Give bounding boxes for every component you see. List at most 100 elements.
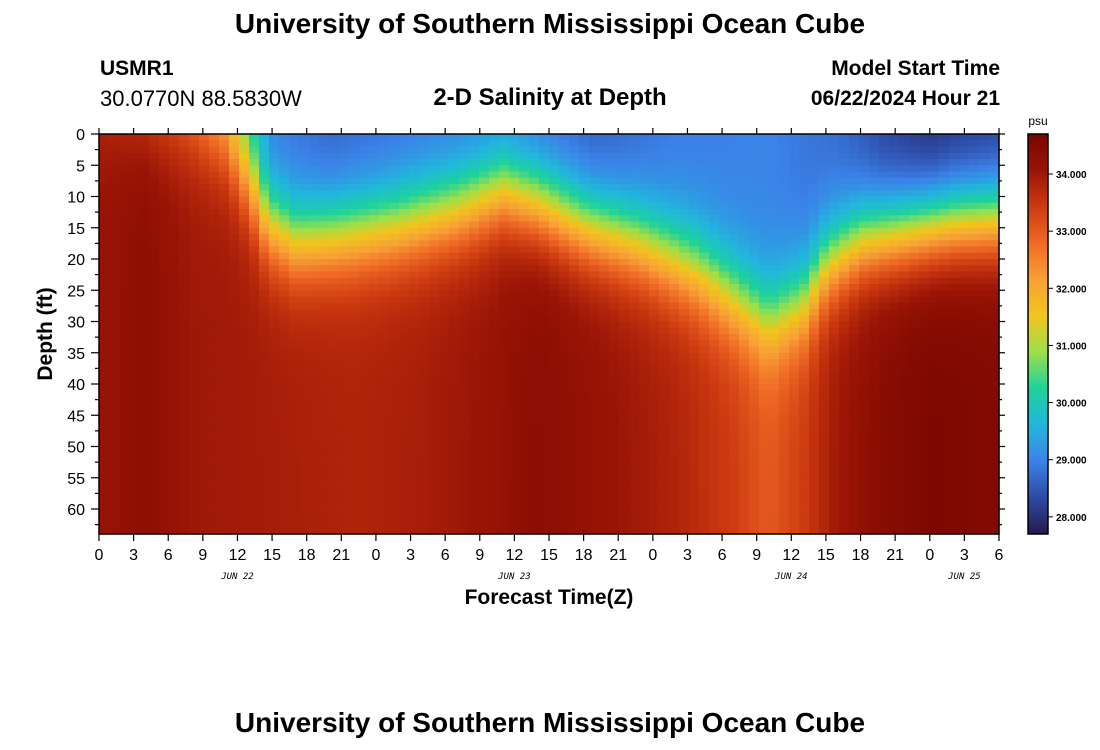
heatmap-cell — [389, 196, 400, 204]
heatmap-cell — [439, 309, 450, 316]
heatmap-cell — [679, 184, 690, 191]
heatmap-cell — [329, 490, 340, 498]
heatmap-cell — [169, 509, 180, 516]
heatmap-cell — [469, 321, 480, 329]
heatmap-cell — [129, 184, 140, 191]
heatmap-cell — [119, 340, 130, 348]
heatmap-cell — [499, 434, 510, 441]
heatmap-cell — [719, 265, 730, 273]
heatmap-cell — [559, 252, 570, 260]
heatmap-cell — [159, 315, 170, 323]
heatmap-cell — [719, 502, 730, 510]
heatmap-cell — [689, 159, 700, 166]
heatmap-cell — [99, 165, 110, 173]
heatmap-cell — [739, 215, 750, 223]
heatmap-cell — [359, 277, 370, 285]
heatmap-cell — [449, 521, 460, 529]
heatmap-cell — [579, 452, 590, 460]
heatmap-cell — [289, 515, 300, 523]
heatmap-cell — [239, 246, 250, 254]
heatmap-cell — [359, 334, 370, 341]
heatmap-cell — [759, 196, 770, 204]
heatmap-cell — [779, 284, 790, 291]
heatmap-cell — [259, 277, 270, 285]
heatmap-cell — [379, 484, 390, 491]
heatmap-cell — [189, 196, 200, 204]
heatmap-cell — [759, 265, 770, 273]
heatmap-cell — [299, 184, 310, 191]
heatmap-cell — [459, 140, 470, 148]
heatmap-cell — [609, 409, 620, 416]
heatmap-cell — [109, 402, 120, 410]
heatmap-cell — [759, 440, 770, 448]
heatmap-cell — [219, 302, 230, 310]
heatmap-cell — [789, 327, 800, 335]
heatmap-cell — [389, 490, 400, 498]
heatmap-cell — [769, 340, 780, 348]
heatmap-cell — [839, 496, 850, 504]
heatmap-cell — [529, 365, 540, 373]
heatmap-cell — [649, 390, 660, 398]
heatmap-cell — [819, 371, 830, 379]
heatmap-cell — [359, 134, 370, 141]
heatmap-cell — [99, 140, 110, 148]
heatmap-cell — [419, 459, 430, 466]
heatmap-cell — [329, 484, 340, 491]
heatmap-cell — [409, 140, 420, 148]
heatmap-cell — [799, 146, 810, 154]
heatmap-cell — [779, 302, 790, 310]
heatmap-cell — [129, 352, 140, 360]
heatmap-cell — [389, 371, 400, 379]
heatmap-cell — [739, 252, 750, 260]
heatmap-cell — [759, 384, 770, 391]
heatmap-cell — [779, 521, 790, 529]
heatmap-cell — [519, 334, 530, 341]
heatmap-cell — [779, 427, 790, 435]
heatmap-cell — [679, 527, 690, 535]
heatmap-cell — [409, 521, 420, 529]
heatmap-cell — [169, 352, 180, 360]
heatmap-cell — [279, 396, 290, 404]
heatmap-cell — [329, 377, 340, 385]
heatmap-cell — [219, 321, 230, 329]
heatmap-cell — [439, 296, 450, 304]
heatmap-cell — [659, 496, 670, 504]
heatmap-cell — [799, 190, 810, 198]
heatmap-cell — [119, 471, 130, 479]
heatmap-cell — [249, 502, 260, 510]
heatmap-cell — [769, 284, 780, 291]
heatmap-cell — [339, 152, 350, 160]
heatmap-cell — [389, 334, 400, 341]
heatmap-cell — [869, 377, 880, 385]
heatmap-cell — [589, 196, 600, 204]
heatmap-cell — [529, 215, 540, 223]
heatmap-cell — [129, 446, 140, 454]
heatmap-cell — [379, 284, 390, 291]
heatmap-cell — [279, 202, 290, 210]
heatmap-cell — [389, 177, 400, 185]
heatmap-cell — [339, 390, 350, 398]
heatmap-cell — [629, 334, 640, 341]
heatmap-cell — [179, 409, 190, 416]
heatmap-cell — [249, 402, 260, 410]
heatmap-cell — [519, 202, 530, 210]
heatmap-cell — [439, 490, 450, 498]
heatmap-cell — [279, 309, 290, 316]
heatmap-cell — [469, 346, 480, 354]
heatmap-cell — [369, 440, 380, 448]
heatmap-cell — [829, 209, 840, 216]
heatmap-cell — [549, 315, 560, 323]
heatmap-cell — [479, 284, 490, 291]
heatmap-cell — [219, 415, 230, 423]
heatmap-cell — [499, 471, 510, 479]
heatmap-cell — [519, 284, 530, 291]
heatmap-cell — [659, 402, 670, 410]
heatmap-cell — [439, 402, 450, 410]
heatmap-cell — [269, 427, 280, 435]
heatmap-cell — [649, 515, 660, 523]
heatmap-cell — [549, 502, 560, 510]
heatmap-cell — [579, 284, 590, 291]
heatmap-cell — [419, 359, 430, 366]
heatmap-cell — [459, 402, 470, 410]
heatmap-cell — [669, 515, 680, 523]
